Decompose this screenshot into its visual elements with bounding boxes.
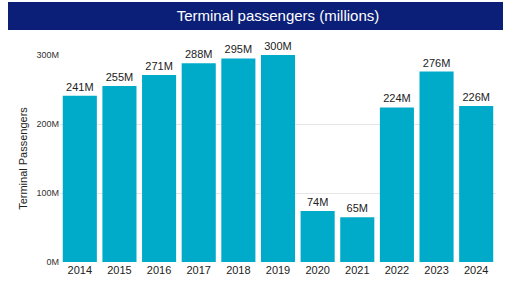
- svg-text:2020: 2020: [305, 264, 329, 276]
- svg-text:Terminal Passengers: Terminal Passengers: [17, 107, 29, 210]
- svg-text:2017: 2017: [186, 264, 210, 276]
- svg-text:288M: 288M: [185, 48, 213, 60]
- svg-text:2021: 2021: [345, 264, 369, 276]
- svg-text:295M: 295M: [225, 43, 253, 55]
- svg-text:2018: 2018: [226, 264, 250, 276]
- svg-text:65M: 65M: [347, 202, 368, 214]
- svg-text:2014: 2014: [68, 264, 92, 276]
- svg-text:100M: 100M: [36, 188, 59, 198]
- svg-text:0M: 0M: [46, 257, 59, 267]
- svg-text:224M: 224M: [383, 92, 411, 104]
- svg-text:2019: 2019: [266, 264, 290, 276]
- svg-text:Terminal passengers (millions): Terminal passengers (millions): [177, 7, 380, 24]
- svg-text:300M: 300M: [264, 40, 292, 52]
- svg-text:74M: 74M: [307, 196, 328, 208]
- svg-text:255M: 255M: [106, 71, 134, 83]
- svg-text:241M: 241M: [66, 81, 94, 93]
- svg-text:226M: 226M: [462, 91, 490, 103]
- svg-text:271M: 271M: [145, 60, 173, 72]
- svg-text:2016: 2016: [147, 264, 171, 276]
- svg-text:200M: 200M: [36, 119, 59, 129]
- svg-text:300M: 300M: [36, 50, 59, 60]
- svg-text:2022: 2022: [385, 264, 409, 276]
- svg-text:2024: 2024: [464, 264, 488, 276]
- svg-text:2023: 2023: [424, 264, 448, 276]
- svg-text:2015: 2015: [107, 264, 131, 276]
- svg-text:276M: 276M: [423, 57, 451, 69]
